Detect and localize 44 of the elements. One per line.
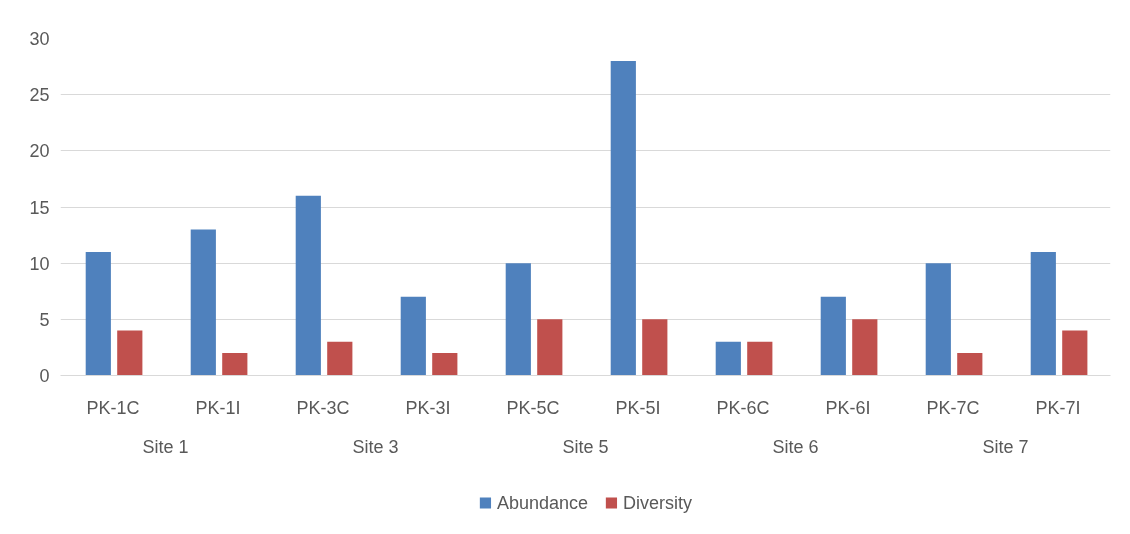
text: Site 6 [772, 436, 819, 457]
x-tick-label: PK-7I [1035, 397, 1081, 418]
bar [505, 263, 531, 376]
bar [400, 296, 426, 376]
bar [1030, 251, 1056, 376]
x-tick-label: PK-3C [296, 397, 350, 418]
x-tick-label: PK-1C [86, 397, 140, 418]
bar [1062, 330, 1088, 376]
y-tick-label: 5 [39, 309, 50, 330]
bar [537, 319, 563, 376]
bar [715, 341, 741, 376]
text: Site 7 [982, 436, 1029, 457]
legend-label: Abundance [496, 492, 589, 513]
x-tick-label: PK-3I [405, 397, 451, 418]
text: Site 1 [142, 436, 189, 457]
x-tick-label: PK-5I [615, 397, 661, 418]
bar [852, 319, 878, 376]
legend-label: Diversity [623, 492, 693, 513]
x-tick-label: PK-6I [825, 397, 871, 418]
bar [117, 330, 143, 376]
bar [820, 296, 846, 376]
y-tick-label: 30 [29, 29, 50, 49]
text: Site 5 [562, 436, 609, 457]
bar [190, 229, 216, 376]
x-tick-label: PK-7C [926, 397, 980, 418]
y-tick-label: 25 [29, 85, 50, 106]
bar [747, 341, 773, 376]
y-tick-label: 0 [39, 366, 50, 386]
x-tick-label: PK-1I [195, 397, 241, 418]
x-tick-label: PK-5C [506, 397, 560, 418]
bar [85, 251, 111, 376]
bar [327, 341, 353, 376]
bar [432, 353, 458, 376]
bar [642, 319, 668, 376]
bar [925, 263, 951, 376]
y-tick-label: 20 [29, 141, 50, 162]
bar [222, 353, 248, 376]
bar [610, 60, 636, 376]
x-tick-label: PK-6C [716, 397, 770, 418]
y-tick-label: 15 [29, 197, 50, 218]
y-tick-label: 10 [29, 253, 50, 274]
bar [295, 195, 321, 376]
bar [957, 353, 983, 376]
text: Site 3 [352, 436, 399, 457]
